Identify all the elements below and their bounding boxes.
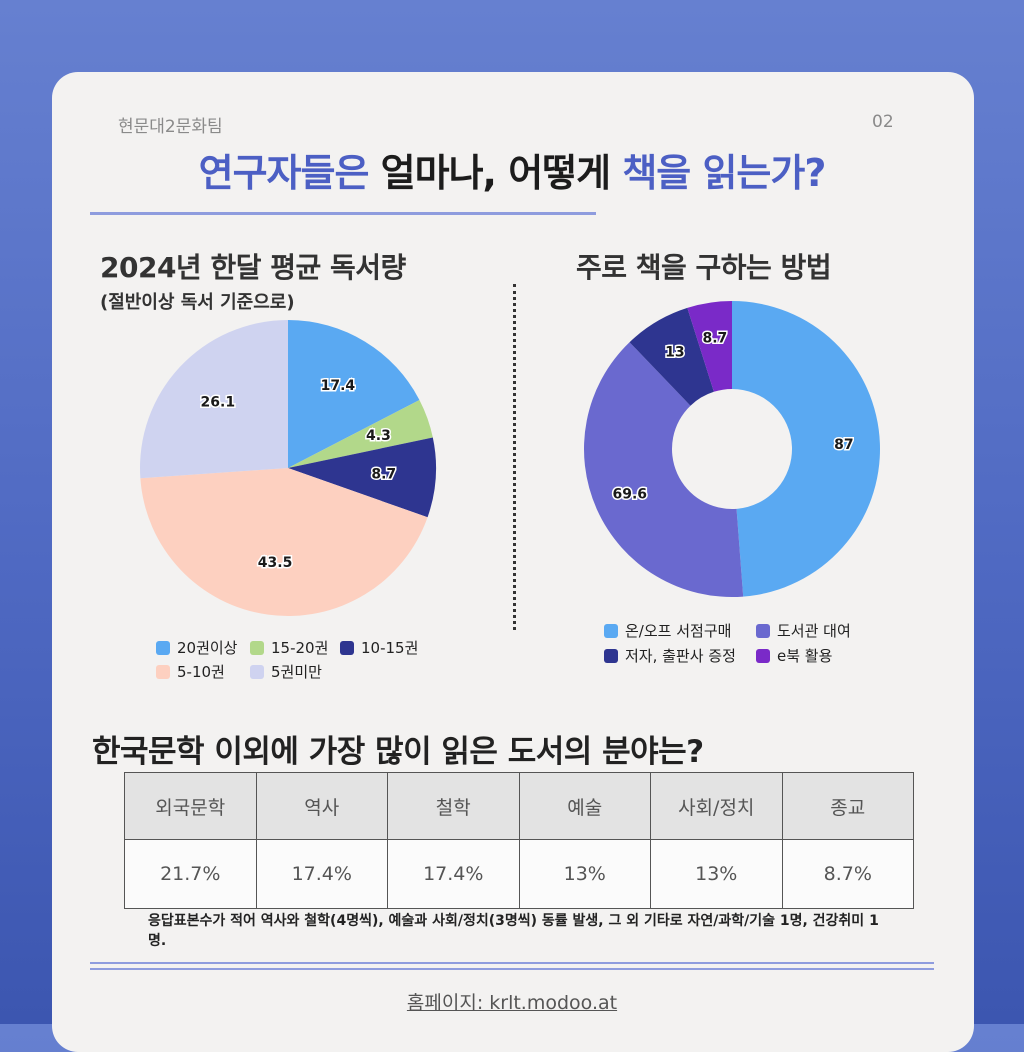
legend-item-under5: 5권미만 — [250, 661, 322, 682]
pie-slice — [288, 399, 433, 468]
table-header-cell: 역사 — [255, 772, 388, 840]
table-header-cell: 철학 — [387, 772, 520, 840]
page-number: 02 — [872, 112, 894, 132]
footnote: 응답표본수가 적어 역사와 철학(4명씩), 예술과 사회/정치(3명씩) 동률… — [148, 913, 879, 950]
legend-item-10-15: 10-15권 — [340, 637, 418, 658]
legend-swatch — [756, 623, 770, 638]
pie-data-label: 8.7 — [371, 466, 396, 482]
pie-data-label: 17.4 — [321, 378, 356, 394]
genre-table: 외국문학 역사 철학 예술 사회/정치 종교 21.7% 17.4% 17.4%… — [124, 772, 914, 909]
legend-item-ebook: e북 활용 — [756, 645, 832, 666]
title-middle: 얼마나, 어떻게 — [368, 151, 623, 195]
pie-slice — [140, 320, 288, 479]
table-header-cell: 외국문학 — [124, 772, 257, 840]
legend-label: 저자, 출판사 증정 — [625, 647, 736, 665]
pie-data-label: 43.5 — [258, 555, 293, 571]
pie-chart-reading-volume: 17.4 4.3 8.7 43.5 26.1 — [140, 320, 436, 616]
legend-swatch — [250, 664, 264, 679]
legend-item-5-10: 5-10권 — [156, 661, 225, 682]
section-divider — [513, 284, 516, 630]
team-name: 현문대2문화팀 — [118, 117, 223, 137]
legend-item-library: 도서관 대여 — [756, 620, 851, 641]
legend-label: 5-10권 — [177, 663, 225, 681]
legend-label: 10-15권 — [361, 639, 419, 657]
table-header-row: 외국문학 역사 철학 예술 사회/정치 종교 — [124, 772, 914, 840]
footer-line — [90, 968, 934, 970]
legend-swatch — [156, 640, 170, 655]
homepage-link[interactable]: 홈페이지: krlt.modoo.at — [406, 992, 618, 1014]
table-cell: 17.4% — [387, 839, 520, 909]
pie-slice — [288, 437, 436, 518]
table-cell: 21.7% — [124, 839, 257, 909]
legend-swatch — [604, 648, 618, 663]
donut-data-label: 13 — [665, 345, 684, 361]
donut-data-label: 87 — [834, 437, 853, 453]
title-accent-2: 책을 읽는가? — [622, 151, 826, 195]
donut-slice — [687, 301, 732, 392]
legend-label: 15-20권 — [271, 639, 329, 657]
donut-slice — [583, 342, 744, 598]
pie-slice — [288, 320, 420, 468]
table-cell: 8.7% — [781, 839, 914, 909]
legend-label: 온/오프 서점구매 — [625, 622, 732, 640]
page-title: 연구자들은 얼마나, 어떻게 책을 읽는가? — [0, 142, 1024, 197]
pie-slice — [140, 468, 428, 616]
donut-slice — [732, 301, 881, 597]
table-header-cell: 사회/정치 — [650, 772, 783, 840]
donut-data-label: 8.7 — [702, 330, 727, 346]
legend-item-20plus: 20권이상 — [156, 637, 238, 658]
legend-swatch — [604, 623, 618, 638]
footer-line — [90, 962, 934, 964]
pie-title: 2024년 한달 평균 독서량 — [100, 251, 406, 284]
legend-swatch — [156, 664, 170, 679]
table-row: 21.7% 17.4% 17.4% 13% 13% 8.7% — [124, 839, 914, 909]
pie-subtitle: (절반이상 독서 기준으로) — [100, 292, 295, 313]
legend-item-author: 저자, 출판사 증정 — [604, 645, 736, 666]
table-cell: 17.4% — [255, 839, 388, 909]
donut-title: 주로 책을 구하는 방법 — [576, 251, 832, 284]
legend-label: 도서관 대여 — [777, 622, 851, 640]
legend-label: 5권미만 — [271, 663, 322, 681]
title-accent-1: 연구자들은 — [198, 151, 370, 195]
table-cell: 13% — [518, 839, 651, 909]
legend-label: 20권이상 — [177, 639, 238, 657]
legend-item-15-20: 15-20권 — [250, 637, 328, 658]
pie-data-label: 26.1 — [201, 395, 236, 411]
donut-chart-book-source: 87 69.6 13 8.7 — [583, 301, 881, 598]
legend-swatch — [250, 640, 264, 655]
legend-label: e북 활용 — [777, 647, 833, 665]
donut-data-label: 69.6 — [612, 487, 647, 503]
table-header-cell: 예술 — [518, 772, 651, 840]
title-underline — [90, 212, 596, 215]
donut-slice — [629, 307, 714, 406]
legend-swatch — [340, 640, 354, 655]
legend-swatch — [756, 648, 770, 663]
table-cell: 13% — [650, 839, 783, 909]
table-header-cell: 종교 — [781, 772, 914, 840]
pie-data-label: 4.3 — [366, 428, 391, 444]
legend-item-bookstore: 온/오프 서점구매 — [604, 620, 731, 641]
genre-question-title: 한국문학 이외에 가장 많이 읽은 도서의 분야는? — [92, 734, 704, 770]
